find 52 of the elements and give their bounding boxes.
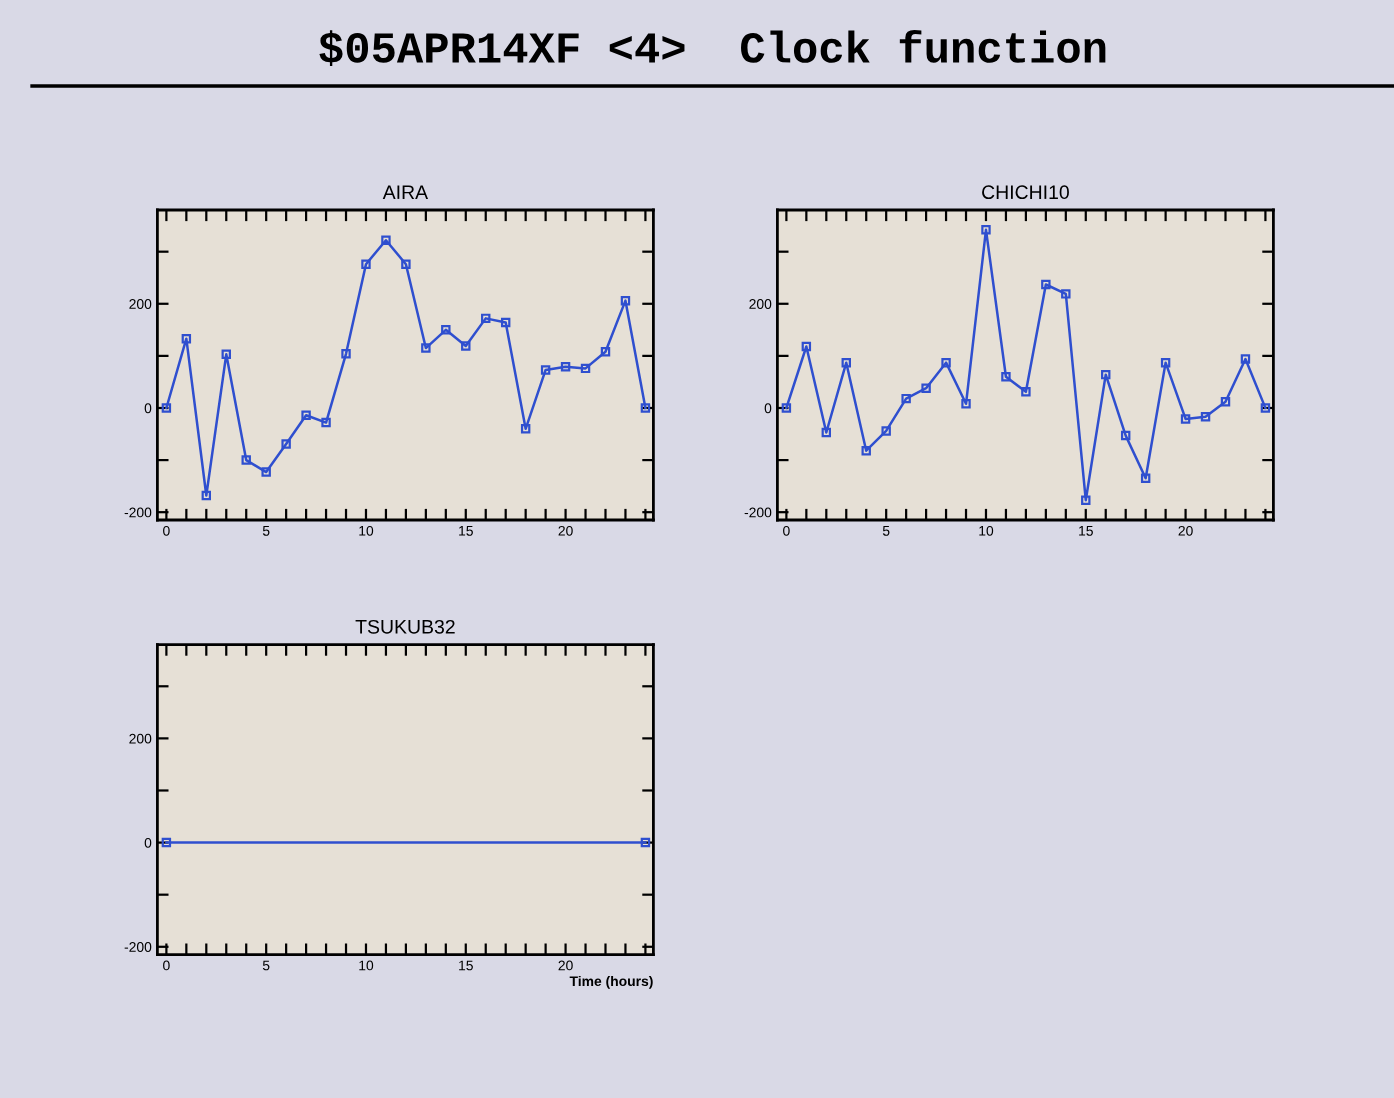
point [301,410,311,420]
point [560,362,571,372]
point [1101,369,1111,380]
point [1081,495,1091,505]
point [881,426,891,436]
point [620,295,631,306]
point [1140,473,1151,484]
point [281,439,291,449]
point [181,333,192,344]
point [1120,430,1131,441]
point [841,357,851,368]
point [361,259,371,269]
point [1180,414,1191,424]
point [981,225,991,235]
point [500,317,511,328]
chart-title: AIRA [382,185,429,199]
point [821,427,832,438]
point [1220,397,1231,407]
point [1160,357,1171,368]
point [1041,279,1051,290]
point [1061,289,1071,299]
point [381,235,391,245]
point [600,346,611,357]
point [441,325,451,335]
point [1240,354,1251,364]
point [961,399,971,409]
point [1001,372,1011,382]
chart-title: TSUKUB32 [355,619,455,634]
point [921,383,931,393]
point [520,424,531,434]
point [401,259,411,269]
point [201,490,212,501]
point [321,417,331,428]
point [241,455,251,465]
point [461,341,471,351]
point [421,343,431,353]
point [481,313,491,324]
point [580,363,591,374]
chart-title: CHICHI10 [982,185,1069,200]
text: $05APR14XF <4> Clock function [319,29,1106,67]
line-series [781,225,1271,505]
point [801,341,812,352]
point [1200,412,1211,422]
point [1021,387,1031,397]
point [941,357,951,368]
point [540,365,551,375]
line-series [161,235,651,501]
point [221,349,231,360]
point [901,393,911,404]
point [861,445,871,456]
point [261,467,271,477]
point [341,349,351,359]
